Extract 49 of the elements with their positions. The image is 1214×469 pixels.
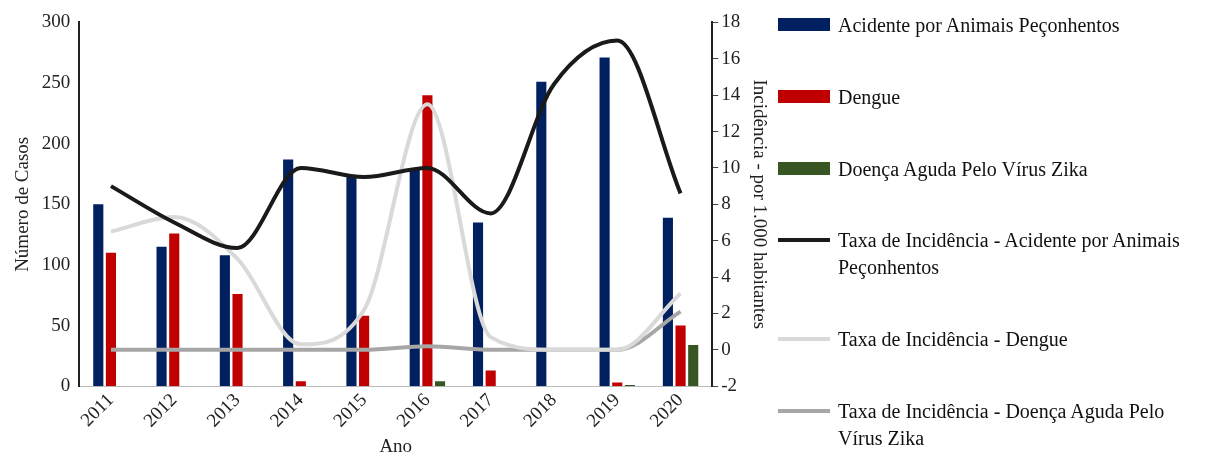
y-tick-label: 50: [51, 313, 71, 335]
legend-label: Taxa de Incidência - Dengue: [838, 327, 1068, 353]
y2-tick-label: 10: [721, 155, 741, 177]
bar: [359, 315, 370, 387]
bar: [409, 167, 420, 387]
y2-tick-label: 6: [721, 228, 731, 250]
bar: [219, 255, 230, 387]
legend-label: Dengue: [838, 84, 901, 111]
y2-tick-label: -2: [721, 374, 738, 396]
y-tick-label: 0: [60, 374, 71, 396]
legend-label: Taxa de Incidência - Doença Aguda Pelo Vírus Zika: [838, 399, 1166, 451]
bar: [295, 381, 306, 387]
y2-tick-label: 12: [721, 119, 741, 141]
y-tick-label: 300: [41, 10, 71, 32]
y2-tick-label: 4: [721, 265, 732, 287]
y2-tick-label: 18: [721, 10, 741, 32]
bar: [485, 370, 496, 387]
bar: [599, 57, 610, 387]
y2-tick-label: 0: [721, 337, 731, 359]
x-axis-title: Ano: [379, 434, 413, 456]
legend-label: Doença Aguda Pelo Vírus Zika: [838, 156, 1088, 183]
bar: [434, 381, 446, 387]
line-series: [108, 102, 683, 352]
y-tick-label: 150: [41, 192, 71, 214]
legend-label: Taxa de Incidência - Acidente por Animais Peçonhentos: [838, 228, 1181, 281]
y-tick-label: 250: [41, 71, 71, 93]
bar: [105, 252, 117, 387]
bar: [346, 176, 357, 387]
y2-tick-label: 16: [721, 46, 741, 68]
y-tick-label: 100: [41, 252, 71, 274]
y2-tick-label: 14: [721, 83, 741, 105]
y-axis-title: Número de Casos: [11, 136, 33, 272]
y-tick-label: 200: [41, 131, 71, 153]
bar: [688, 344, 699, 387]
y2-tick-label: 2: [721, 301, 731, 323]
y2-tick-label: 8: [721, 192, 731, 214]
bar: [232, 294, 243, 387]
bar: [422, 95, 433, 387]
x-tick-label: 2011: [76, 388, 118, 430]
bar: [169, 233, 180, 387]
y2-axis-title: Incidência - por 1.000 habitantes: [749, 79, 771, 330]
line-series: [108, 38, 683, 250]
bar: [156, 246, 167, 387]
bar: [675, 325, 686, 387]
bar: [662, 217, 673, 387]
bar: [283, 159, 294, 387]
bar: [93, 204, 104, 387]
legend-label: Acidente por Animais Peçonhentos: [838, 13, 1120, 39]
bar: [536, 81, 547, 387]
